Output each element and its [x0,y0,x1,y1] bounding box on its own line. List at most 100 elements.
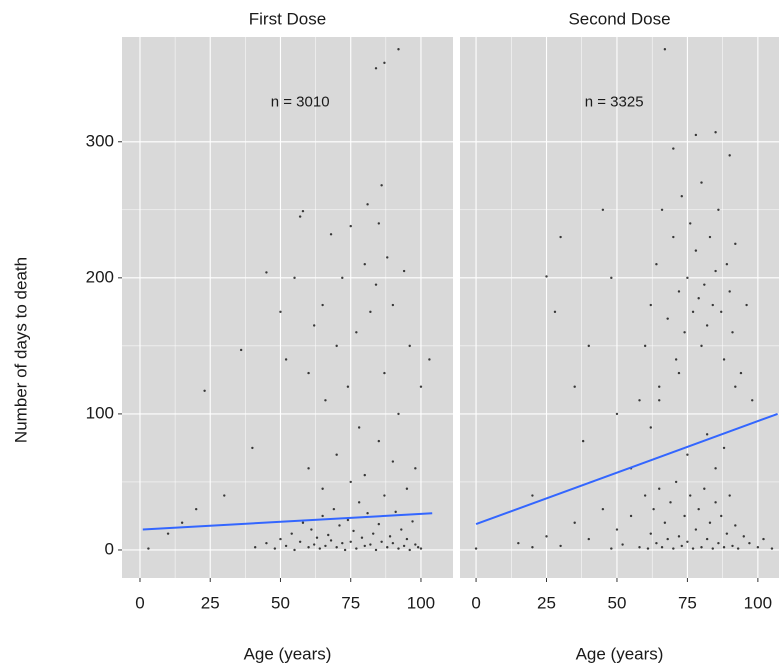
point [649,426,652,429]
point [346,385,350,388]
point [697,507,700,511]
point [663,48,667,51]
point [388,535,392,538]
point [380,184,383,187]
point [711,303,714,307]
point [601,507,605,511]
point [335,344,338,348]
point [293,276,296,280]
x-tick-label: 25 [537,593,556,612]
point [321,303,324,307]
point [419,547,423,550]
point [293,548,296,552]
point [405,487,409,490]
point [725,532,729,535]
point [312,543,316,546]
point [745,303,748,307]
point [166,532,170,535]
point [298,540,302,544]
point [357,501,361,504]
point [307,546,310,549]
point [691,547,695,550]
point [643,344,647,348]
annotation: n = 3010 [271,93,330,110]
point [658,487,661,490]
point [265,271,268,274]
point [677,535,681,538]
point [386,256,389,259]
point [377,222,381,225]
point [717,541,720,545]
point [369,543,372,546]
point [700,181,703,184]
x-axis-label: Age (years) [576,644,664,663]
point [380,540,383,544]
point [239,348,243,352]
x-tick-label: 0 [135,593,144,612]
point [315,536,319,539]
point [666,317,669,320]
point [762,537,765,541]
point [383,61,386,65]
point [335,453,338,456]
point [372,532,375,535]
point [717,208,720,212]
point [610,547,613,550]
x-tick-label: 0 [471,593,480,612]
point [689,222,692,225]
annotation: n = 3325 [585,93,644,110]
point [414,543,417,546]
point [307,467,310,470]
point [290,532,293,535]
point [720,310,723,314]
point [686,276,689,280]
panel-background [122,37,453,578]
point [531,494,534,497]
point [677,371,681,375]
x-tick-label: 75 [678,593,697,612]
point [689,494,692,497]
point [416,546,420,549]
point [686,453,689,456]
panel-background [460,37,779,578]
point [770,547,774,550]
point [284,358,288,361]
point [581,439,585,443]
point [553,310,557,314]
point [694,249,698,252]
point [728,494,731,497]
point [691,310,695,314]
point [324,544,327,548]
point [643,494,647,497]
fit-line [475,412,778,526]
point [383,494,386,497]
point [312,324,316,327]
point [321,487,324,490]
x-tick-label: 50 [608,593,627,612]
panel-title: First Dose [249,9,326,28]
point [531,546,534,549]
point [369,310,372,314]
point [374,67,378,70]
point [349,224,352,228]
point [629,514,633,518]
point [298,215,302,218]
point [731,544,734,548]
point [660,208,664,212]
point [366,512,369,515]
point [321,514,324,518]
point [545,275,548,278]
point [338,524,341,527]
point [391,460,395,463]
point [402,544,406,548]
point [573,385,576,388]
point [714,501,717,504]
point [646,547,650,550]
x-tick-label: 50 [271,593,290,612]
point [728,290,731,293]
point [545,535,548,538]
point [253,546,257,549]
point [705,537,709,541]
point [680,194,683,198]
point [666,537,669,541]
